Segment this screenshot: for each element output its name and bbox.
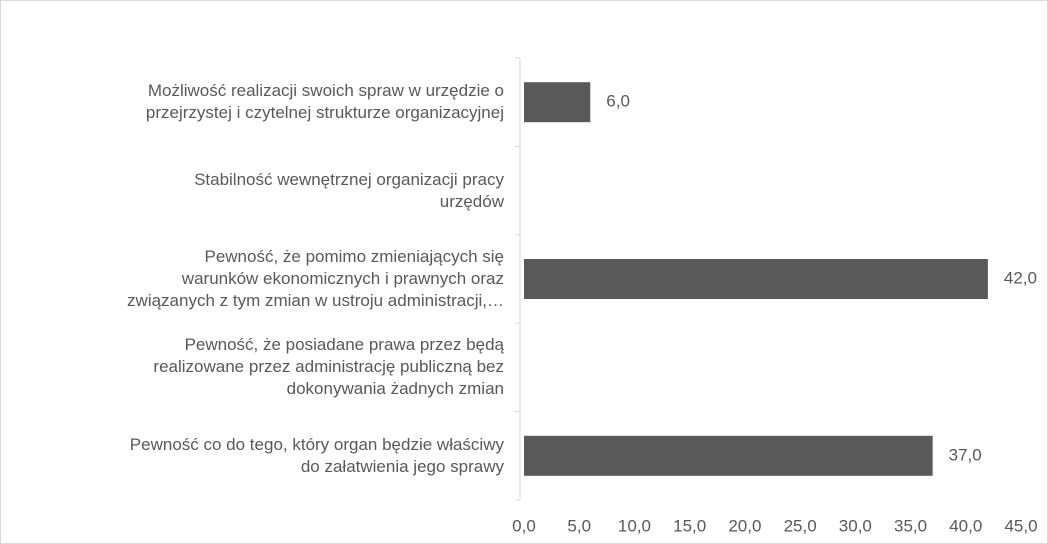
y-tick-label: Pewność co do tego, który organ będzie w…	[129, 434, 504, 476]
x-tick-label: 30,0	[839, 516, 872, 535]
data-label: 42,0	[1004, 268, 1037, 287]
y-tick-label: Możliwość realizacji swoich spraw w urzę…	[145, 81, 504, 123]
x-tick-label: 35,0	[894, 516, 927, 535]
x-tick-label: 0,0	[512, 516, 536, 535]
x-tick-label: 40,0	[949, 516, 982, 535]
bar	[524, 435, 933, 476]
x-tick-label: 20,0	[728, 516, 761, 535]
category-label-box: Możliwość realizacji swoich spraw w urzę…	[145, 81, 504, 123]
x-tick-label: 25,0	[784, 516, 817, 535]
data-label: 37,0	[949, 445, 982, 464]
y-tick-label: Stabilność wewnętrznej organizacji pracy…	[194, 169, 504, 211]
x-tick-label: 10,0	[618, 516, 651, 535]
category-label-box: Stabilność wewnętrznej organizacji pracy…	[194, 169, 504, 211]
y-tick-label: Pewność, że pomimo zmieniających się war…	[127, 247, 504, 310]
x-tick-label: 45,0	[1004, 516, 1037, 535]
y-tick-label: Pewność, że posiadane prawa przez będą r…	[153, 335, 504, 399]
category-label-box: Pewność, że pomimo zmieniających się war…	[127, 247, 504, 310]
data-label: 6,0	[606, 92, 630, 111]
category-label-box: Pewność co do tego, który organ będzie w…	[129, 434, 504, 476]
x-tick-label: 15,0	[673, 516, 706, 535]
bar	[524, 82, 591, 123]
x-tick-label: 5,0	[567, 516, 591, 535]
category-label-box: Pewność, że posiadane prawa przez będą r…	[153, 335, 504, 399]
bar	[524, 259, 988, 299]
